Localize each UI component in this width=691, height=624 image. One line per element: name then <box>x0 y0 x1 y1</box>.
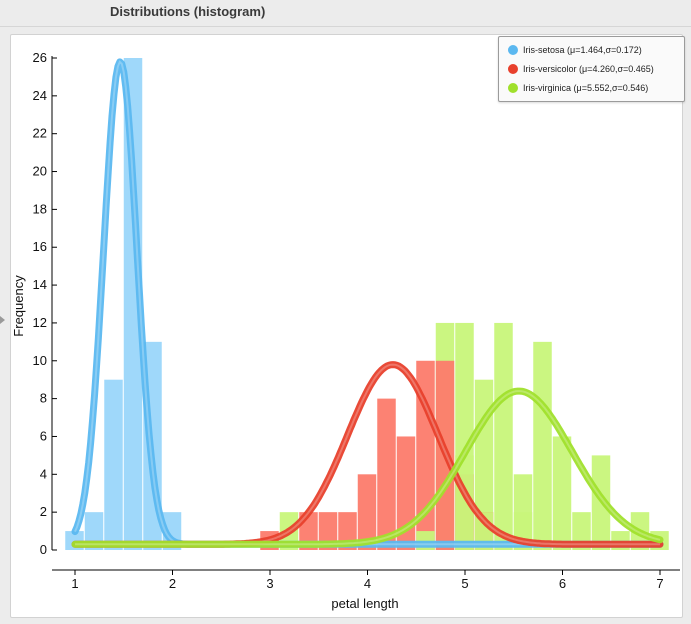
x-tick-label: 7 <box>656 576 663 591</box>
y-tick-label: 18 <box>33 201 47 216</box>
histogram-bar-iris-virginica <box>552 436 572 550</box>
x-tick-label: 1 <box>71 576 78 591</box>
x-tick-label: 3 <box>266 576 273 591</box>
y-tick-label: 20 <box>33 164 47 179</box>
fitted-curve-iris-virginica <box>71 387 664 548</box>
histogram-bar-iris-versicolor <box>357 474 377 550</box>
histogram-bar-iris-setosa <box>123 58 143 550</box>
fitted-curve-highlight-iris-setosa <box>74 60 660 546</box>
histogram-bar-iris-virginica <box>572 512 591 550</box>
fitted-curve-highlight-iris-virginica <box>75 390 661 546</box>
title-bar: Distributions (histogram) <box>0 0 691 27</box>
legend-label-versicolor: Iris-versicolor (μ=4.260,σ=0.465) <box>523 64 654 74</box>
histogram-bar-iris-virginica <box>513 474 533 550</box>
x-tick-label: 6 <box>559 576 566 591</box>
y-tick-label: 26 <box>33 50 47 65</box>
y-tick-label: 10 <box>33 353 47 368</box>
legend-dot-setosa <box>508 45 518 55</box>
fitted-curves <box>71 58 664 548</box>
x-tick-label: 2 <box>169 576 176 591</box>
histogram-bar-iris-virginica <box>533 341 552 550</box>
histogram-bar-iris-versicolor <box>377 398 396 550</box>
legend-item-setosa: Iris-setosa (μ=1.464,σ=0.172) <box>508 43 642 57</box>
y-tick-label: 22 <box>33 126 47 141</box>
y-tick-label: 4 <box>40 466 47 481</box>
legend-label-setosa: Iris-setosa (μ=1.464,σ=0.172) <box>523 45 642 55</box>
y-tick-label: 24 <box>33 88 47 103</box>
y-tick-label: 12 <box>33 315 47 330</box>
y-tick-label: 0 <box>40 542 47 557</box>
panel-collapse-handle[interactable] <box>0 316 5 324</box>
y-tick-label: 16 <box>33 239 47 254</box>
histogram-bar-iris-setosa <box>104 379 123 550</box>
legend-dot-versicolor <box>508 64 518 74</box>
legend-label-virginica: Iris-virginica (μ=5.552,σ=0.546) <box>523 83 649 93</box>
legend-item-virginica: Iris-virginica (μ=5.552,σ=0.546) <box>508 81 648 95</box>
histogram-bar-iris-setosa <box>84 512 104 550</box>
x-axis-title: petal length <box>331 596 398 611</box>
chart-legend: Iris-setosa (μ=1.464,σ=0.172) Iris-versi… <box>498 36 685 102</box>
x-tick-label: 5 <box>461 576 468 591</box>
x-tick-label: 4 <box>364 576 371 591</box>
y-tick-label: 8 <box>40 391 47 406</box>
histogram-bar-overlap <box>494 322 513 550</box>
window-title: Distributions (histogram) <box>110 4 266 19</box>
y-tick-label: 14 <box>33 277 47 292</box>
legend-item-versicolor: Iris-versicolor (μ=4.260,σ=0.465) <box>508 62 654 76</box>
y-tick-label: 6 <box>40 428 47 443</box>
fitted-curve-iris-setosa <box>71 58 664 548</box>
legend-dot-virginica <box>508 83 518 93</box>
y-axis-title: Frequency <box>11 275 26 337</box>
y-tick-label: 2 <box>40 504 47 519</box>
